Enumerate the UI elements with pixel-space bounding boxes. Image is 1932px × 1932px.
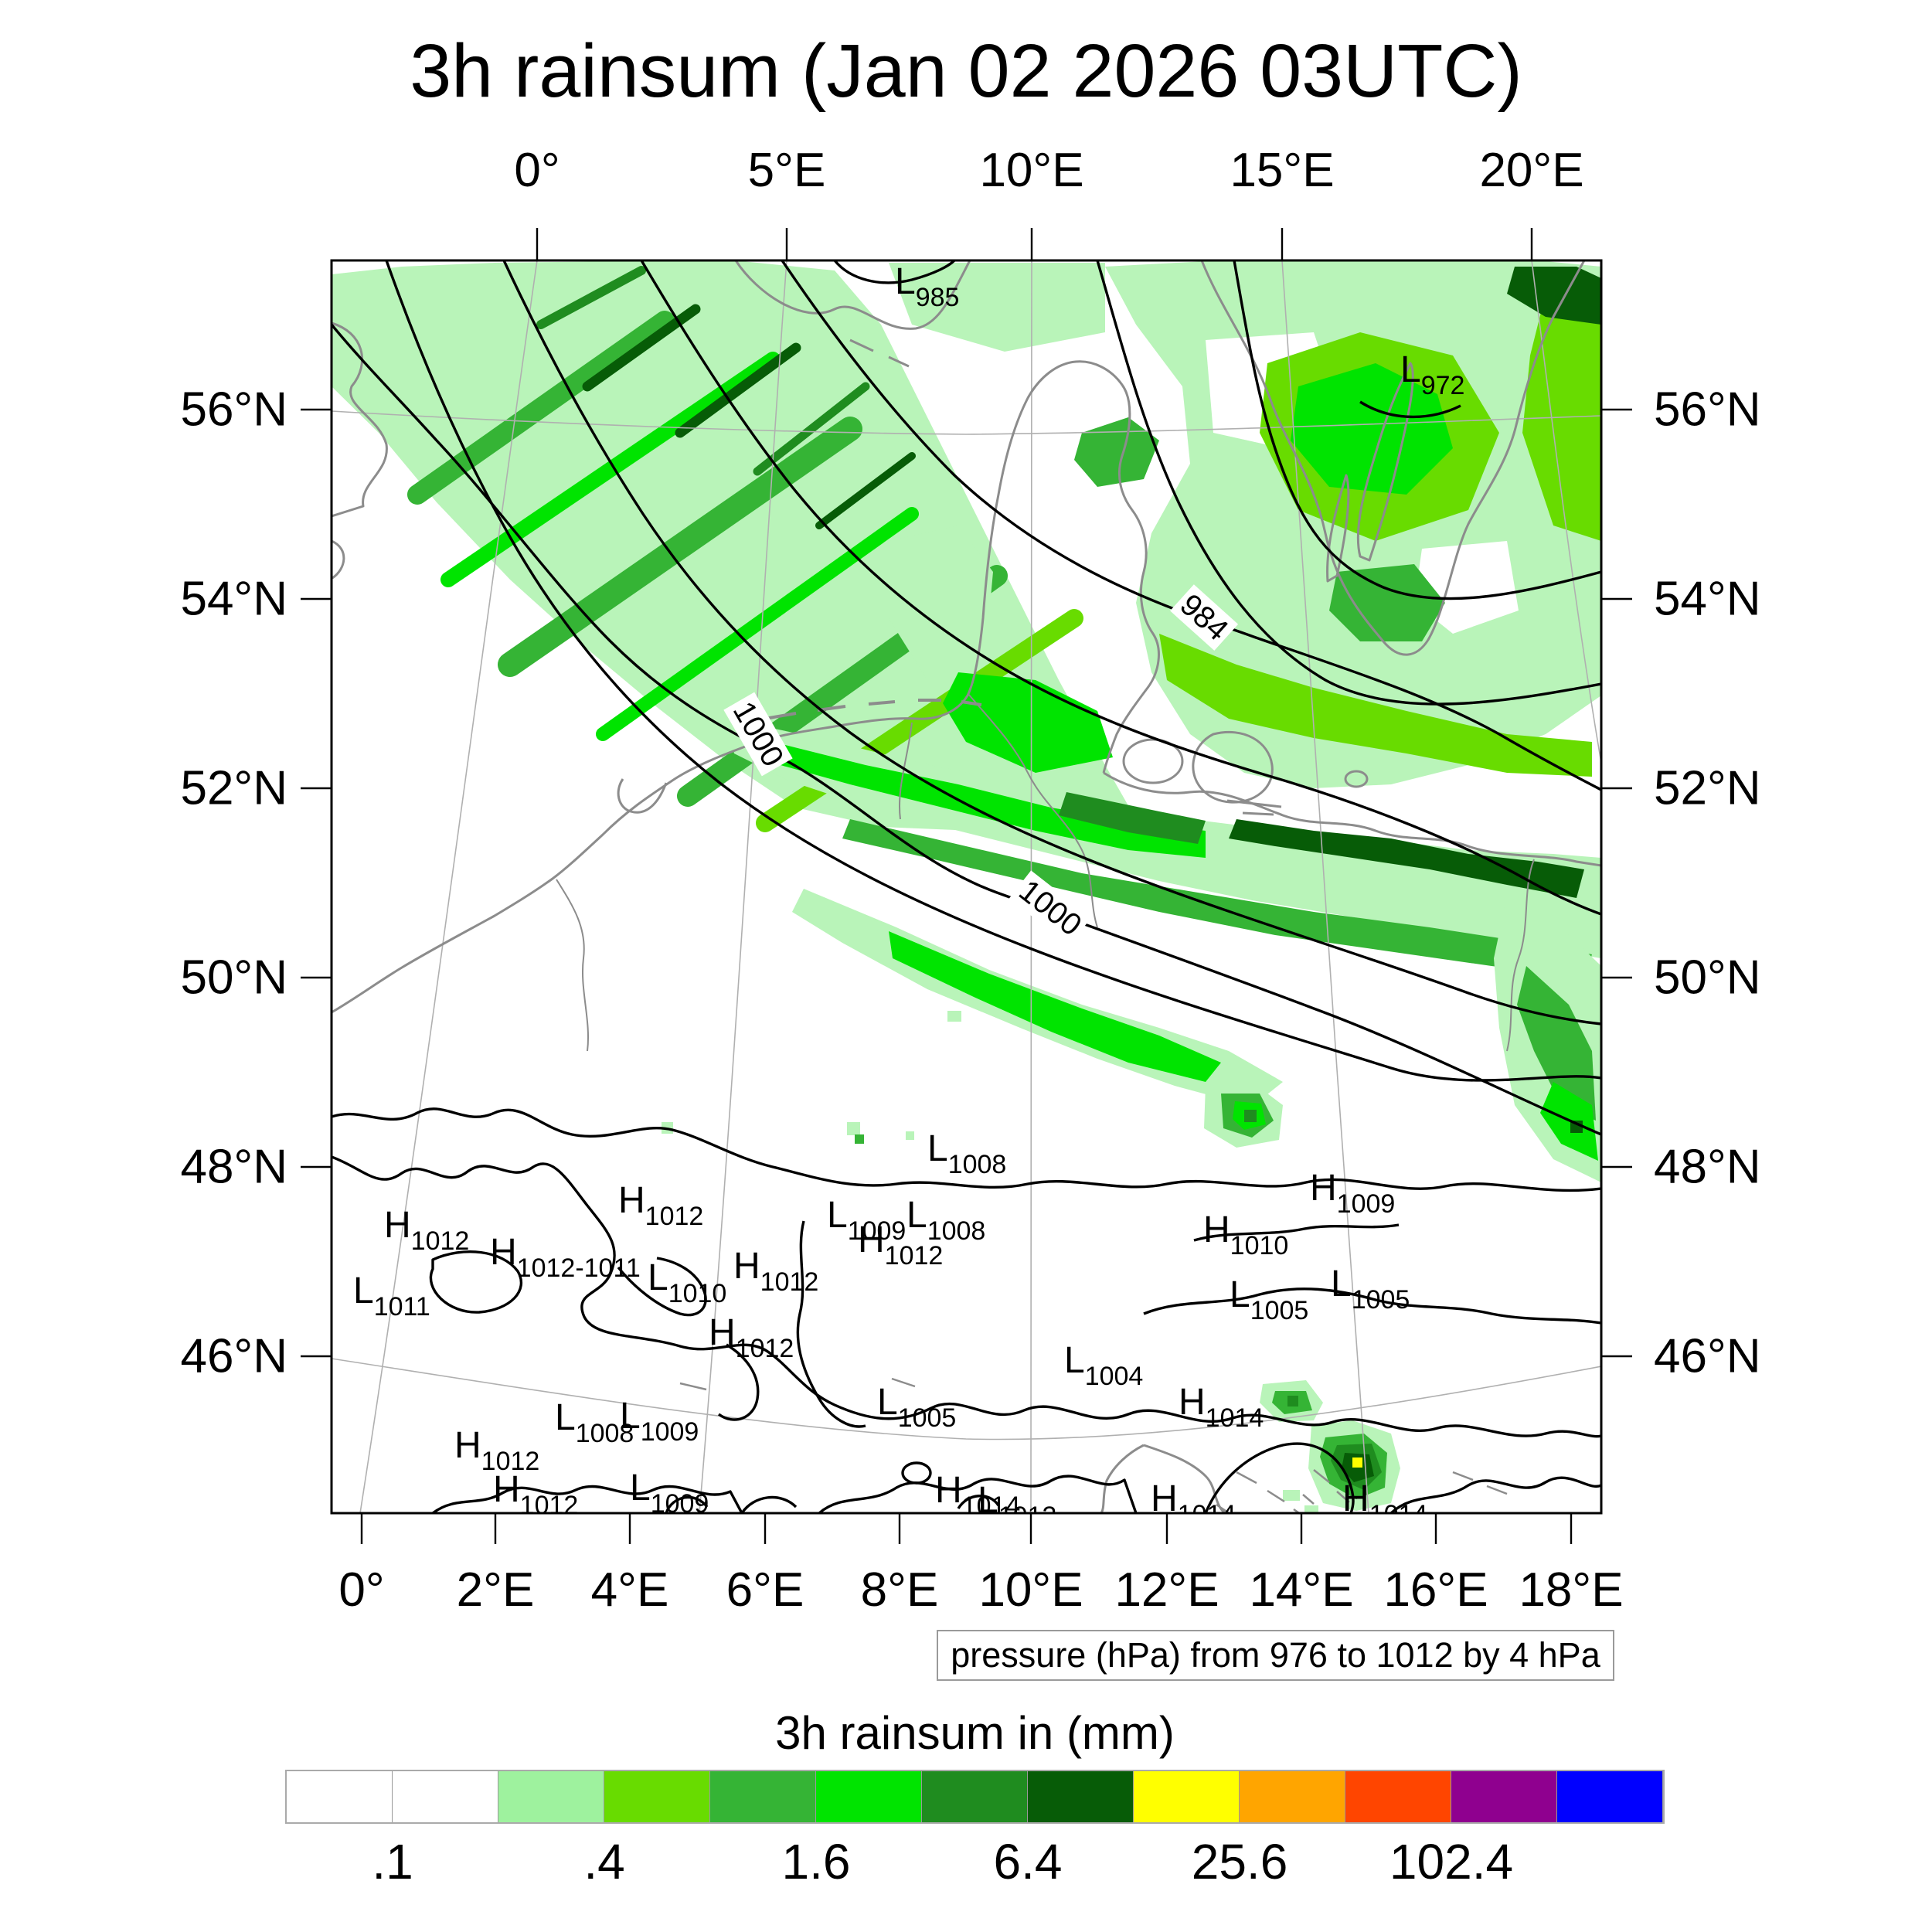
pressure-center-l1004: L1004 xyxy=(1064,1340,1144,1391)
left-axis-label: 46°N xyxy=(180,1329,287,1383)
pressure-center-h1012: H1012 xyxy=(733,1246,819,1297)
map-frame xyxy=(301,228,1632,1544)
left-axis-label: 54°N xyxy=(180,572,287,626)
colorbar-cell xyxy=(1240,1771,1345,1822)
pressure-center-h1014: H1014 xyxy=(1342,1478,1427,1514)
bottom-axis-label: 4°E xyxy=(590,1563,669,1617)
pressure-center-l1009: L1009 xyxy=(827,1195,906,1246)
bottom-axis-label: 16°E xyxy=(1383,1563,1488,1617)
bottom-axis-label: 18°E xyxy=(1519,1563,1624,1617)
right-axis-label: 50°N xyxy=(1654,951,1761,1005)
pressure-center-h1009: H1009 xyxy=(1310,1168,1396,1219)
pressure-center-h1010: H1010 xyxy=(1203,1209,1289,1260)
colorbar-cell xyxy=(816,1771,922,1822)
pressure-center-l1008: L1008 xyxy=(927,1128,1007,1179)
pressure-center-l1012: L1012 xyxy=(978,1480,1056,1514)
colorbar-tick-label: 6.4 xyxy=(993,1834,1063,1889)
right-axis-label: 54°N xyxy=(1654,572,1761,626)
colorbar-cell xyxy=(1345,1771,1451,1822)
pressure-center-l1005: L1005 xyxy=(1331,1264,1410,1315)
pressure-center-l985: L985 xyxy=(895,261,960,312)
colorbar-tick-label: 1.6 xyxy=(781,1834,851,1889)
top-axis-label: 20°E xyxy=(1479,144,1584,197)
bottom-axis-label: 10°E xyxy=(978,1563,1083,1617)
left-ticks xyxy=(301,408,332,1358)
isobars xyxy=(332,260,1601,1513)
colorbar-tick-label: 102.4 xyxy=(1389,1834,1514,1889)
top-axis-label: 5°E xyxy=(747,144,826,197)
colorbar-cell xyxy=(393,1771,498,1822)
colorbar-cell xyxy=(1028,1771,1134,1822)
left-axis-label: 52°N xyxy=(180,761,287,815)
right-axis-label: 52°N xyxy=(1654,761,1761,815)
bottom-ticks xyxy=(360,1513,1573,1544)
pressure-center-l972: L972 xyxy=(1400,349,1465,400)
pressure-center-h1012: H1012 xyxy=(493,1469,579,1514)
legend-title: 3h rainsum in (mm) xyxy=(775,1707,1175,1759)
pressure-center-l1008: L1008 xyxy=(555,1397,634,1448)
bottom-axis-label: 8°E xyxy=(860,1563,939,1617)
pressure-center-l1005: L1005 xyxy=(1230,1274,1309,1325)
right-axis-label: 56°N xyxy=(1654,383,1761,437)
colorbar-cell xyxy=(710,1771,816,1822)
colorbar-cell xyxy=(1451,1771,1557,1822)
pressure-center-h1012: H1012 xyxy=(618,1180,704,1231)
graticule xyxy=(332,260,1601,1513)
pressure-caption-text: pressure (hPa) from 976 to 1012 by 4 hPa xyxy=(951,1635,1600,1675)
bottom-axis-label: 14°E xyxy=(1249,1563,1354,1617)
right-axis-label: 48°N xyxy=(1654,1140,1761,1194)
pressure-center-l1011: L1011 xyxy=(353,1270,430,1321)
top-axis-label: 15°E xyxy=(1230,144,1335,197)
pressure-center-h1012: H1012 xyxy=(454,1425,540,1476)
bottom-axis-label: 6°E xyxy=(726,1563,804,1617)
pressure-caption-box: pressure (hPa) from 976 to 1012 by 4 hPa xyxy=(937,1630,1614,1681)
left-axis-label: 48°N xyxy=(180,1140,287,1194)
pressure-center-h1014: H1014 xyxy=(935,1470,1021,1514)
colorbar-tick-label: .1 xyxy=(372,1834,413,1889)
colorbar-cell xyxy=(1557,1771,1663,1822)
page-title: 3h rainsum (Jan 02 2026 03UTC) xyxy=(410,29,1522,113)
bottom-axis-label: 12°E xyxy=(1114,1563,1219,1617)
top-ticks xyxy=(536,228,1533,260)
top-axis-label: 0° xyxy=(514,144,560,197)
pressure-center-l1005: L1005 xyxy=(877,1382,957,1433)
bottom-axis-label: 0° xyxy=(338,1563,385,1617)
left-axis-label: 56°N xyxy=(180,383,287,437)
right-axis-label: 46°N xyxy=(1654,1329,1761,1383)
pressure-marker-layer: L985 L972 L1008 H1009 L1009 L1008 H1012 H1010 H1… xyxy=(332,260,1601,1514)
yellow-rain-pixel xyxy=(1352,1458,1362,1468)
right-ticks xyxy=(1601,408,1632,1358)
coastlines xyxy=(332,260,1601,1513)
colorbar-cell xyxy=(922,1771,1028,1822)
pressure-center-l1009: L1009 xyxy=(630,1468,709,1514)
pressure-center-h1014: H1014 xyxy=(1151,1478,1236,1514)
left-axis-label: 50°N xyxy=(180,951,287,1005)
pressure-center-h1012: H1012 xyxy=(384,1205,470,1256)
top-axis-label: 10°E xyxy=(979,144,1084,197)
pressure-center-l1009: L1009 xyxy=(620,1396,699,1447)
pressure-center-l1008: L1008 xyxy=(906,1195,986,1246)
pressure-center-h1014: H1014 xyxy=(1179,1382,1264,1433)
colorbar xyxy=(285,1770,1665,1824)
pressure-center-h1012: H1012 xyxy=(858,1219,944,1270)
pressure-center-h1012: H1012-1011 xyxy=(490,1232,641,1283)
pressure-center-l1010: L1010 xyxy=(648,1257,727,1308)
colorbar-tick-label: 25.6 xyxy=(1191,1834,1288,1889)
colorbar-tick-label: .4 xyxy=(583,1834,625,1889)
pressure-center-h1012: H1012 xyxy=(709,1312,794,1363)
colorbar-cell xyxy=(498,1771,604,1822)
colorbar-cell xyxy=(1134,1771,1240,1822)
colorbar-cell xyxy=(287,1771,393,1822)
colorbar-cell xyxy=(604,1771,710,1822)
bottom-axis-label: 2°E xyxy=(456,1563,535,1617)
